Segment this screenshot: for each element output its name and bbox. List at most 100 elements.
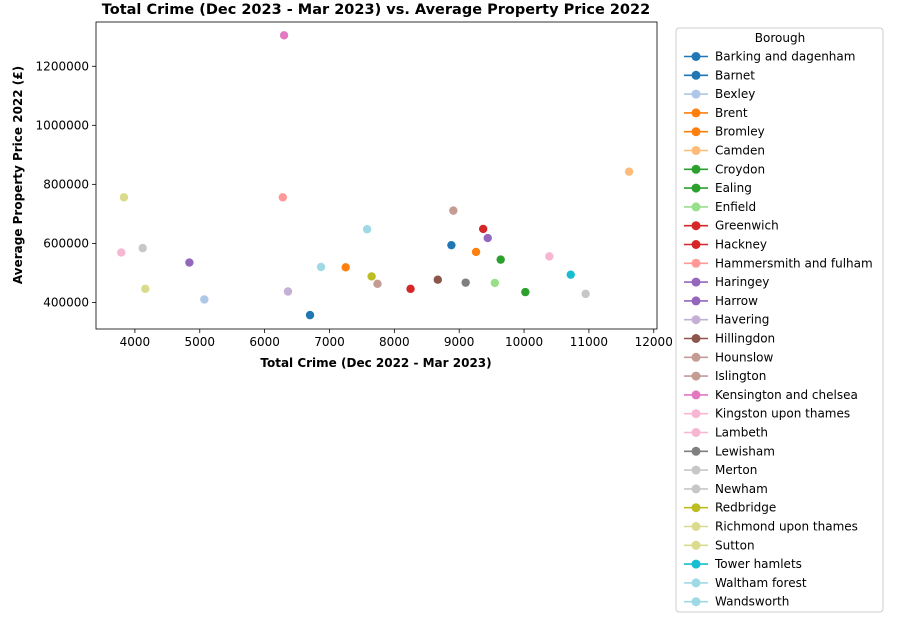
legend-entry: Merton bbox=[684, 463, 757, 477]
legend-entry: Richmond upon thames bbox=[684, 520, 858, 534]
legend-label: Hackney bbox=[715, 238, 767, 252]
data-point bbox=[496, 255, 505, 264]
plot-frame bbox=[95, 21, 658, 330]
data-point bbox=[316, 262, 326, 272]
legend-label: Haringey bbox=[715, 275, 769, 289]
legend-entry: Hillingdon bbox=[684, 332, 775, 346]
legend-label: Redbridge bbox=[715, 501, 776, 515]
data-point bbox=[278, 193, 287, 202]
legend-entry: Greenwich bbox=[684, 219, 779, 233]
legend-entry: Hounslow bbox=[684, 350, 774, 364]
legend-marker bbox=[691, 352, 701, 362]
x-tick-label: 8000 bbox=[379, 335, 410, 349]
legend-marker bbox=[691, 164, 701, 174]
legend-label: Tower hamlets bbox=[714, 557, 802, 571]
legend-marker bbox=[691, 108, 701, 118]
legend-marker bbox=[691, 409, 701, 419]
data-point bbox=[373, 279, 382, 289]
legend-entry: Hammersmith and fulham bbox=[684, 256, 873, 270]
chart-title: Total Crime (Dec 2023 - Mar 2023) vs. Av… bbox=[102, 2, 650, 18]
legend-label: Barking and dagenham bbox=[715, 50, 855, 64]
y-tick-label: 600000 bbox=[43, 236, 89, 250]
data-point bbox=[279, 31, 289, 40]
legend-entry: Sutton bbox=[684, 538, 755, 552]
x-tick-label: 12000 bbox=[635, 335, 673, 349]
x-axis-label: Total Crime (Dec 2022 - Mar 2023) bbox=[260, 356, 491, 370]
legend-marker bbox=[691, 296, 701, 306]
legend-marker bbox=[691, 221, 701, 231]
data-point bbox=[461, 278, 470, 287]
legend-entry: Lewisham bbox=[684, 444, 775, 458]
legend-marker bbox=[691, 183, 701, 193]
legend-label: Greenwich bbox=[715, 219, 779, 233]
legend-entry: Harrow bbox=[684, 294, 758, 308]
data-point bbox=[521, 287, 530, 297]
legend-label: Enfield bbox=[715, 200, 756, 214]
data-point bbox=[478, 224, 488, 234]
legend-label: Waltham forest bbox=[715, 576, 807, 590]
data-point bbox=[406, 284, 415, 294]
legend-label: Havering bbox=[715, 313, 769, 327]
x-tick-label: 4000 bbox=[120, 335, 151, 349]
y-tick-label: 400000 bbox=[43, 295, 89, 309]
data-point bbox=[471, 247, 481, 257]
legend-label: Bromley bbox=[715, 125, 765, 139]
legend-entry: Kingston upon thames bbox=[684, 407, 850, 421]
x-tick-label: 7000 bbox=[314, 335, 345, 349]
data-point bbox=[185, 258, 194, 267]
data-point bbox=[449, 206, 458, 215]
data-point bbox=[581, 289, 590, 299]
legend-label: Lewisham bbox=[715, 444, 775, 458]
data-point bbox=[341, 263, 350, 272]
legend-marker bbox=[691, 390, 701, 400]
legend-entry: Bexley bbox=[684, 87, 755, 101]
legend-entry: Croydon bbox=[684, 162, 765, 176]
data-point bbox=[138, 243, 147, 253]
legend-marker bbox=[691, 258, 701, 268]
legend-label: Hounslow bbox=[715, 350, 774, 364]
legend-label: Bexley bbox=[715, 87, 755, 101]
data-point bbox=[119, 193, 129, 202]
legend-marker bbox=[691, 522, 701, 531]
legend-marker bbox=[691, 89, 701, 99]
legend-marker bbox=[691, 484, 701, 494]
legend-label: Ealing bbox=[715, 181, 752, 195]
y-axis: 400000 600000 800000 1000000 1200000 bbox=[36, 59, 96, 309]
legend-marker bbox=[691, 428, 701, 437]
x-tick-label: 6000 bbox=[249, 335, 280, 349]
legend-marker bbox=[691, 578, 701, 588]
legend-entry: Hackney bbox=[684, 238, 767, 252]
x-axis: 4000 5000 6000 7000 8000 9000 10000 11000 12000 bbox=[120, 329, 673, 349]
legend-marker bbox=[691, 146, 701, 155]
legend: Borough Barking and dagenham Barnet Bexley… bbox=[675, 27, 884, 613]
legend-label: Islington bbox=[715, 369, 766, 383]
legend-marker bbox=[691, 315, 701, 325]
legend-marker bbox=[691, 559, 701, 569]
legend-entry: Newham bbox=[684, 482, 768, 496]
y-tick-label: 800000 bbox=[43, 177, 89, 191]
legend-title: Borough bbox=[755, 31, 805, 45]
data-point bbox=[433, 275, 442, 284]
data-point bbox=[367, 272, 376, 281]
data-point bbox=[566, 270, 575, 279]
data-point bbox=[117, 248, 126, 257]
legend-entry: Bromley bbox=[684, 125, 765, 139]
data-point bbox=[490, 278, 500, 288]
x-tick-label: 5000 bbox=[184, 335, 215, 349]
data-point bbox=[447, 240, 456, 250]
legend-entry: Kensington and chelsea bbox=[684, 388, 858, 402]
legend-marker bbox=[691, 240, 701, 249]
legend-label: Kensington and chelsea bbox=[715, 388, 858, 402]
legend-entry: Ealing bbox=[684, 181, 752, 195]
data-point bbox=[362, 225, 372, 234]
legend-label: Barnet bbox=[715, 68, 755, 82]
legend-box bbox=[675, 27, 884, 613]
legend-entry: Lambeth bbox=[684, 426, 768, 440]
legend-entry: Enfield bbox=[684, 200, 756, 214]
legend-marker bbox=[691, 127, 701, 137]
legend-marker bbox=[691, 202, 701, 212]
legend-label: Wandsworth bbox=[715, 595, 789, 609]
legend-entry: Waltham forest bbox=[684, 576, 807, 590]
legend-marker bbox=[691, 446, 701, 456]
data-point bbox=[624, 167, 634, 176]
